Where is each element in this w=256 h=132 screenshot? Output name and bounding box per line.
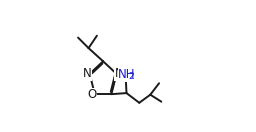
Text: N: N [82,67,91,80]
Text: O: O [87,88,96,102]
Text: 2: 2 [129,72,134,81]
Text: N: N [115,67,124,80]
Text: NH: NH [118,68,136,81]
